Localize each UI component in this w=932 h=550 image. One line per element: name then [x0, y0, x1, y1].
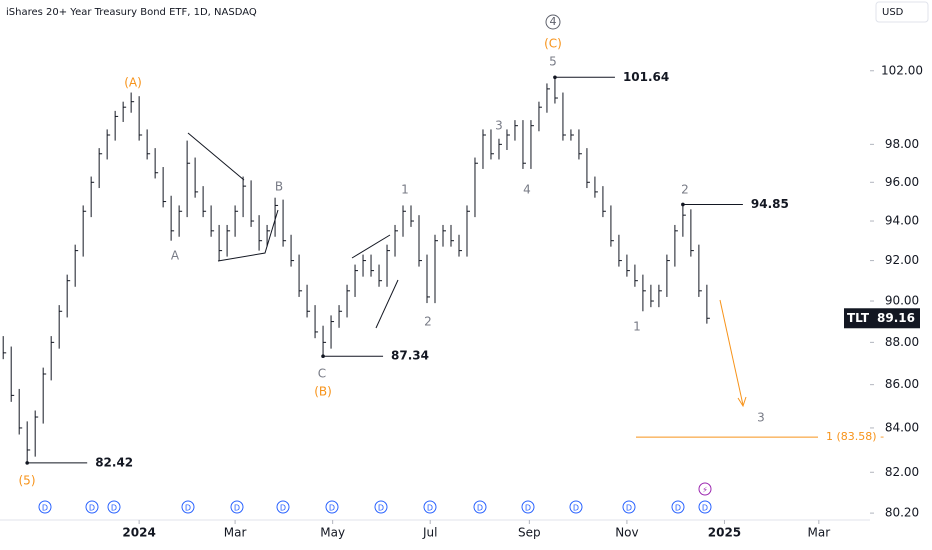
x-tick-label: 2025 — [708, 526, 741, 540]
trend-line — [351, 234, 391, 259]
wave-label: C — [318, 367, 326, 381]
y-tick-label: 86.00 — [885, 377, 919, 391]
chart-title: iShares 20+ Year Treasury Bond ETF, 1D, … — [6, 7, 257, 18]
y-tick-label: 80.20 — [885, 506, 919, 520]
trend-line — [375, 279, 399, 329]
dividend-icon — [622, 500, 636, 514]
y-tick-label: 90.00 — [885, 294, 919, 308]
dividend-label: D — [675, 504, 681, 513]
wave-label: A — [171, 249, 180, 263]
dividend-icon — [85, 500, 99, 514]
x-tick-label: Mar — [224, 526, 247, 540]
dividend-icon — [521, 500, 535, 514]
wave-label: (5) — [19, 474, 36, 488]
price-bars — [2, 77, 710, 463]
dividend-label: D — [185, 504, 191, 513]
y-tick-label: 98.00 — [885, 137, 919, 151]
dividend-label: D — [234, 504, 240, 513]
split-glyph: ⚡ — [702, 486, 708, 495]
dividend-icon — [325, 500, 339, 514]
dividend-icon — [181, 500, 195, 514]
dividend-label: D — [111, 504, 117, 513]
x-tick-label: 2024 — [122, 526, 155, 540]
currency[interactable]: USD — [882, 7, 904, 18]
wave-label: 2 — [681, 183, 689, 197]
wave-circle — [545, 14, 561, 30]
x-tick-label: Jul — [422, 526, 437, 540]
dividend-label: D — [89, 504, 95, 513]
wave-label: 1 — [633, 320, 641, 334]
trend-line — [217, 209, 279, 262]
dividend-label: D — [280, 504, 286, 513]
projection-arrow — [719, 299, 744, 406]
dividend-label: D — [702, 504, 708, 513]
wave-label: (B) — [314, 385, 332, 399]
wave-label: 3 — [757, 411, 765, 425]
price-tag — [872, 308, 920, 329]
y-tick-label: 96.00 — [885, 175, 919, 189]
dividend-icon — [276, 500, 290, 514]
pivot-label: 101.64 — [623, 70, 669, 84]
dividend-icon — [374, 500, 388, 514]
dividend-icon — [671, 500, 685, 514]
currency-box[interactable] — [875, 1, 929, 23]
dividend-label: D — [42, 504, 48, 513]
x-tick-label: Nov — [615, 526, 638, 540]
y-tick-label: 82.00 — [885, 465, 919, 479]
price-label: 89.16 — [877, 311, 915, 325]
trend-line — [187, 132, 245, 181]
drawings — [187, 132, 399, 329]
x-tick-label: May — [320, 526, 345, 540]
split-icon — [698, 482, 712, 496]
symbol-tag — [844, 308, 872, 329]
dividend-icon — [569, 500, 583, 514]
y-tick-label: 102.00 — [881, 63, 923, 77]
x-tick-label: Sep — [518, 526, 541, 540]
dividend-label: D — [573, 504, 579, 513]
pivot-label: 82.42 — [95, 455, 133, 469]
y-tick-label: 92.00 — [885, 253, 919, 267]
wave-label: 1 — [401, 183, 409, 197]
wave-label: 4 — [550, 15, 557, 28]
dividend-icon — [698, 500, 712, 514]
pivot-label: 94.85 — [751, 197, 789, 211]
dividend-label: D — [525, 504, 531, 513]
wave-label: 2 — [424, 315, 432, 329]
dividend-label: D — [626, 504, 632, 513]
symbol-label: TLT — [847, 311, 870, 325]
wave-label: B — [275, 180, 283, 194]
dividend-label: D — [477, 504, 483, 513]
wave-label: (A) — [124, 76, 142, 90]
dividend-icon — [473, 500, 487, 514]
dividend-icon — [38, 500, 52, 514]
dividend-icon — [107, 500, 121, 514]
arrow-head — [737, 396, 747, 408]
wave-label: 3 — [495, 119, 503, 133]
wave-label: 5 — [549, 55, 557, 69]
dividend-label: D — [427, 504, 433, 513]
target-label: 1 (83.58) - — [826, 430, 884, 443]
pivot-label: 87.34 — [391, 349, 429, 363]
y-tick-label: 84.00 — [885, 420, 919, 434]
y-tick-label: 88.00 — [885, 335, 919, 349]
dividend-icon — [230, 500, 244, 514]
wave-label: 4 — [523, 183, 531, 197]
dividend-icon — [423, 500, 437, 514]
x-tick-label: Mar — [808, 526, 831, 540]
wave-label: (C) — [544, 37, 562, 51]
dividend-label: D — [329, 504, 335, 513]
dividend-label: D — [378, 504, 384, 513]
y-tick-label: 94.00 — [885, 214, 919, 228]
